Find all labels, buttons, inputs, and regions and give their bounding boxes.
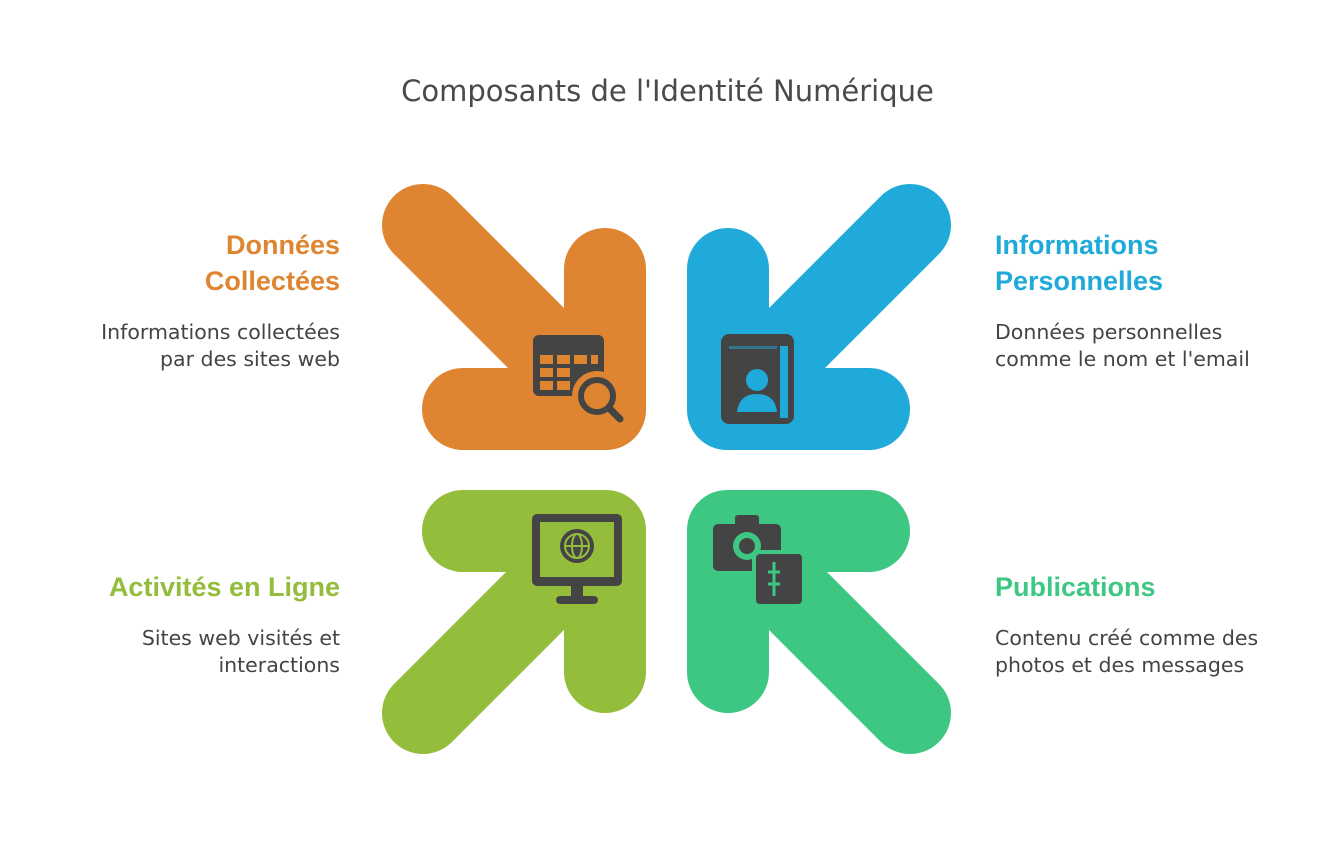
monitor-globe-icon bbox=[532, 514, 622, 604]
description-line: Sites web visités et bbox=[141, 626, 340, 650]
heading-line: Informations bbox=[995, 230, 1159, 260]
component-collected-description: Informations collectées par des sites we… bbox=[50, 319, 340, 373]
heading-line: Activités en Ligne bbox=[108, 572, 340, 602]
table-search-icon bbox=[533, 335, 624, 423]
component-personal: Informations Personnelles Données person… bbox=[995, 227, 1285, 373]
description-line: Informations collectées bbox=[101, 320, 340, 344]
component-online: Activités en Ligne Sites web visités et … bbox=[50, 569, 340, 679]
contact-book-icon bbox=[721, 334, 794, 424]
component-posts: Publications Contenu créé comme des phot… bbox=[995, 569, 1285, 679]
arrow-personal bbox=[687, 184, 951, 450]
description-line: Données personnelles bbox=[995, 320, 1223, 344]
description-line: Contenu créé comme des bbox=[995, 626, 1259, 650]
heading-line: Publications bbox=[995, 572, 1156, 602]
heading-line: Personnelles bbox=[995, 266, 1164, 296]
camera-note-icon bbox=[713, 515, 806, 608]
component-posts-description: Contenu créé comme des photos et des mes… bbox=[995, 625, 1285, 679]
description-line: par des sites web bbox=[160, 347, 340, 371]
component-personal-heading: Informations Personnelles bbox=[995, 227, 1285, 299]
heading-line: Données bbox=[225, 230, 340, 260]
component-online-description: Sites web visités et interactions bbox=[50, 625, 340, 679]
page-title: Composants de l'Identité Numérique bbox=[401, 74, 934, 108]
heading-line: Collectées bbox=[204, 266, 340, 296]
description-line: photos et des messages bbox=[995, 653, 1245, 677]
component-online-heading: Activités en Ligne bbox=[50, 569, 340, 605]
component-posts-heading: Publications bbox=[995, 569, 1285, 605]
description-line: comme le nom et l'email bbox=[995, 347, 1250, 371]
component-collected-heading: Données Collectées bbox=[50, 227, 340, 299]
component-personal-description: Données personnelles comme le nom et l'e… bbox=[995, 319, 1285, 373]
component-collected: Données Collectées Informations collecté… bbox=[50, 227, 340, 373]
description-line: interactions bbox=[218, 653, 340, 677]
